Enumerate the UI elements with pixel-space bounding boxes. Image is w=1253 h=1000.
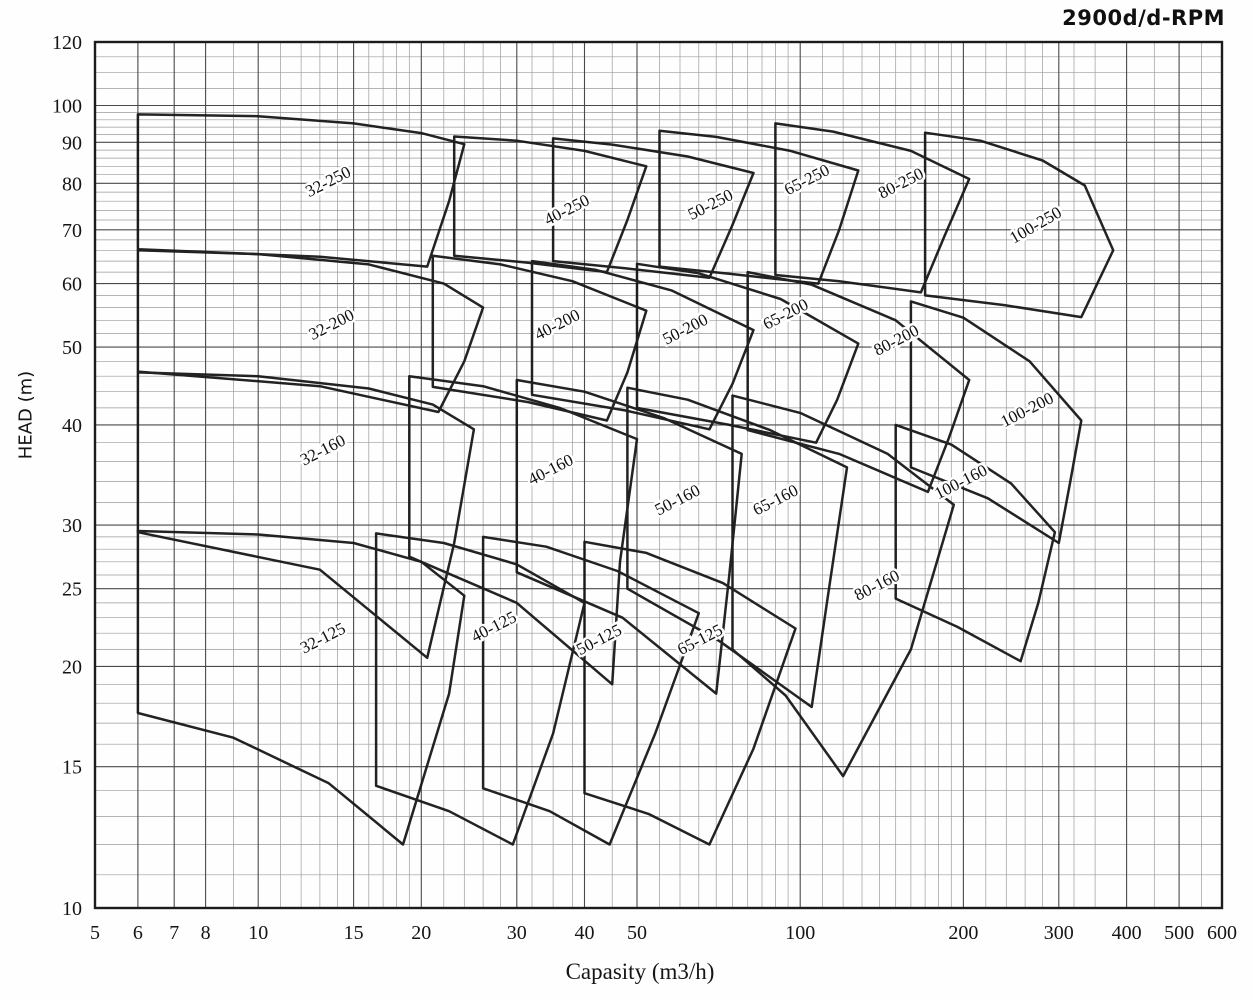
y-tick-label-80: 80: [62, 173, 82, 195]
envelope-label-50-125: 50-125: [573, 620, 625, 659]
envelope-80-160: [731, 394, 956, 778]
envelope-label-32-160: 32-160: [297, 431, 349, 470]
y-tick-label-10: 10: [62, 898, 82, 920]
x-tick-label-400: 400: [1112, 922, 1142, 944]
x-tick-label-300: 300: [1044, 922, 1074, 944]
x-tick-label-100: 100: [785, 922, 815, 944]
envelope-40-200: [431, 254, 648, 422]
envelope-65-200: [635, 262, 860, 444]
x-tick-label-200: 200: [948, 922, 978, 944]
x-tick-labels: 5 6 7 8 10 15 20 30 40 50 100 200 300 400 500 600: [90, 922, 1237, 944]
y-tick-label-30: 30: [62, 515, 82, 537]
envelope-50-200: [530, 259, 755, 431]
pump-envelopes: [136, 113, 1115, 846]
y-tick-label-15: 15: [62, 757, 82, 779]
x-tick-label-500: 500: [1164, 922, 1194, 944]
envelope-100-160: [894, 423, 1057, 663]
envelope-label-50-200: 50-200: [659, 310, 711, 349]
envelope-100-200: [909, 300, 1083, 545]
envelope-50-160: [515, 378, 743, 695]
envelope-100-250: [923, 131, 1115, 319]
envelope-label-40-125: 40-125: [468, 607, 520, 646]
x-tick-label-6: 6: [133, 922, 143, 944]
envelope-label-100-250: 100-250: [1006, 203, 1065, 248]
envelope-65-250: [658, 129, 860, 285]
envelope-label-80-200: 80-200: [871, 321, 923, 360]
envelope-label-80-250: 80-250: [875, 164, 927, 203]
x-tick-label-40: 40: [575, 922, 595, 944]
envelope-40-250: [452, 135, 648, 274]
envelope-label-40-160: 40-160: [525, 450, 577, 489]
x-tick-label-20: 20: [411, 922, 431, 944]
envelope-80-250: [774, 122, 971, 294]
envelope-label-32-125: 32-125: [297, 619, 349, 658]
y-axis-title: HEAD (m): [15, 370, 37, 460]
envelope-32-200: [136, 249, 485, 414]
envelope-labels: 32-125 40-125 50-125 65-12532-16040-16050-1…: [295, 158, 1068, 662]
envelope-label-32-250: 32-250: [302, 162, 354, 201]
envelope-32-160: [136, 371, 476, 660]
envelope-65-125: [583, 540, 797, 846]
y-tick-label-70: 70: [62, 220, 82, 242]
y-tick-label-40: 40: [62, 415, 82, 437]
envelope-65-160: [626, 386, 849, 709]
y-tick-label-60: 60: [62, 274, 82, 296]
envelope-label-32-200: 32-200: [306, 305, 358, 344]
y-tick-label-50: 50: [62, 337, 82, 359]
envelope-label-40-200: 40-200: [531, 305, 583, 344]
x-tick-label-7: 7: [169, 922, 179, 944]
envelope-40-160: [408, 374, 639, 686]
y-tick-label-100: 100: [52, 96, 82, 118]
envelope-40-125: [374, 532, 586, 846]
x-tick-label-10: 10: [248, 922, 268, 944]
envelope-50-250: [551, 137, 755, 280]
envelope-label-65-125: 65-125: [674, 620, 726, 659]
y-tick-labels: 10 15 20 25 30 40 50 60 70 80 90 100 120: [52, 32, 82, 920]
x-tick-label-600: 600: [1207, 922, 1237, 944]
y-tick-label-20: 20: [62, 656, 82, 678]
grid-major: [94, 41, 1223, 909]
x-tick-label-8: 8: [201, 922, 211, 944]
x-axis-title: Capasity (m3/h): [565, 959, 715, 984]
y-tick-label-90: 90: [62, 132, 82, 154]
plot-border: [93, 40, 1224, 910]
envelope-80-200: [746, 270, 971, 494]
envelope-32-125: [136, 529, 466, 846]
x-tick-label-50: 50: [627, 922, 647, 944]
x-tick-label-30: 30: [507, 922, 527, 944]
y-tick-label-25: 25: [62, 579, 82, 601]
envelope-label-50-250: 50-250: [685, 185, 737, 224]
y-tick-label-120: 120: [52, 32, 82, 54]
envelope-50-125: [481, 535, 701, 846]
envelope-32-250: [136, 113, 466, 268]
x-tick-label-15: 15: [344, 922, 364, 944]
chart-title-rpm: 2900d/d-RPM: [1062, 6, 1225, 30]
x-tick-label-5: 5: [90, 922, 100, 944]
